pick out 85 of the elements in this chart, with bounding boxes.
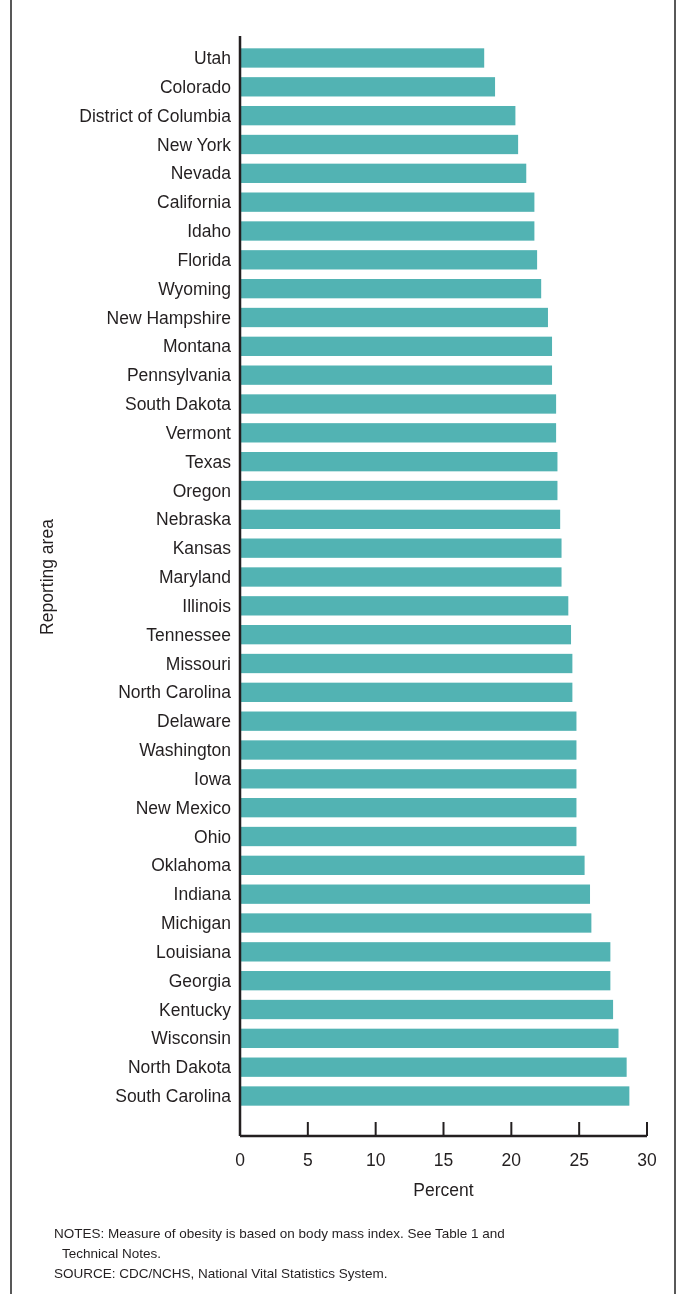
y-tick-label: Ohio xyxy=(194,826,231,847)
y-tick-label: Wyoming xyxy=(158,278,231,299)
bar xyxy=(240,913,592,933)
bar xyxy=(240,48,485,68)
bar xyxy=(240,307,548,328)
bar xyxy=(240,971,611,991)
bar xyxy=(240,77,496,97)
y-tick-label: Vermont xyxy=(165,422,232,443)
y-tick-label: Georgia xyxy=(168,970,232,991)
bar xyxy=(240,740,577,760)
bar xyxy=(240,365,553,385)
bar xyxy=(240,884,591,904)
bar xyxy=(240,826,577,847)
x-tick-label: 10 xyxy=(365,1150,386,1170)
bar xyxy=(240,336,553,356)
y-tick-label: North Carolina xyxy=(118,682,232,703)
bar xyxy=(240,653,573,674)
y-tick-label: District of Columbia xyxy=(79,105,232,126)
bar xyxy=(240,509,561,529)
y-tick-label: Oregon xyxy=(172,480,231,501)
source-note: SOURCE: CDC/NCHS, National Vital Statistics System. xyxy=(54,1266,388,1281)
bar xyxy=(240,1028,619,1049)
bar xyxy=(240,250,538,270)
y-tick-label: Illinois xyxy=(182,595,232,616)
x-tick-label: 0 xyxy=(235,1150,246,1170)
y-tick-label: South Carolina xyxy=(115,1086,232,1107)
y-tick-label: Indiana xyxy=(173,884,232,905)
bar xyxy=(240,538,562,558)
text: NOTES: Measure of obesity is based on body mass index. See Table 1 and Technical Notes. xyxy=(54,1226,505,1261)
x-tick-label: 25 xyxy=(569,1150,589,1170)
bar xyxy=(240,221,535,241)
y-tick-label: Kansas xyxy=(172,538,232,559)
y-tick-label: South Dakota xyxy=(124,394,232,415)
y-tick-label: New York xyxy=(157,134,232,155)
y-tick-label: Texas xyxy=(185,451,232,472)
bar xyxy=(240,394,557,414)
y-tick-label: Oklahoma xyxy=(151,855,232,876)
y-tick-label: Tennessee xyxy=(146,624,231,645)
y-tick-label: Iowa xyxy=(194,768,232,789)
bar xyxy=(240,1086,630,1106)
bar xyxy=(240,942,611,962)
y-tick-label: Louisiana xyxy=(156,941,232,962)
bar xyxy=(240,480,558,501)
y-tick-label: Wisconsin xyxy=(151,1028,231,1049)
y-tick-label: Kentucky xyxy=(159,999,232,1020)
bar xyxy=(240,1057,627,1077)
x-tick-label: 5 xyxy=(302,1150,313,1170)
bar xyxy=(240,279,542,299)
y-tick-label: Montana xyxy=(162,336,232,357)
x-tick-label: 20 xyxy=(501,1150,522,1170)
bar xyxy=(240,798,577,818)
x-tick-label: 30 xyxy=(637,1150,657,1170)
x-axis-title: Percent xyxy=(413,1180,474,1200)
bar xyxy=(240,134,519,155)
y-tick-label: Colorado xyxy=(159,76,231,97)
bar xyxy=(240,682,573,702)
y-tick-label: Washington xyxy=(139,740,231,761)
bar xyxy=(240,567,562,587)
bar xyxy=(240,769,577,789)
y-tick-label: Delaware xyxy=(157,711,231,732)
y-tick-label: Pennsylvania xyxy=(126,365,232,386)
y-tick-label: Maryland xyxy=(159,567,231,588)
bar xyxy=(240,423,557,443)
y-tick-label: Nevada xyxy=(170,163,232,184)
y-tick-label: California xyxy=(157,192,232,213)
bar xyxy=(240,999,614,1020)
bar xyxy=(240,192,535,212)
y-tick-label: Michigan xyxy=(160,913,231,934)
y-tick-label: Utah xyxy=(194,48,231,69)
y-tick-label: North Dakota xyxy=(127,1057,232,1078)
y-tick-label: Idaho xyxy=(187,221,231,242)
y-tick-label: Florida xyxy=(177,249,232,270)
bar xyxy=(240,855,585,875)
bar xyxy=(240,596,569,616)
y-axis-title: Reporting area xyxy=(37,518,57,635)
bar xyxy=(240,105,516,126)
bar xyxy=(240,711,577,731)
bar xyxy=(240,163,527,183)
x-tick-label: 15 xyxy=(433,1150,454,1170)
y-tick-label: Missouri xyxy=(165,653,231,674)
y-tick-label: Nebraska xyxy=(156,509,232,530)
bar xyxy=(240,452,558,472)
y-tick-label: New Hampshire xyxy=(106,307,231,328)
y-tick-label: New Mexico xyxy=(135,797,231,818)
bar xyxy=(240,625,572,645)
